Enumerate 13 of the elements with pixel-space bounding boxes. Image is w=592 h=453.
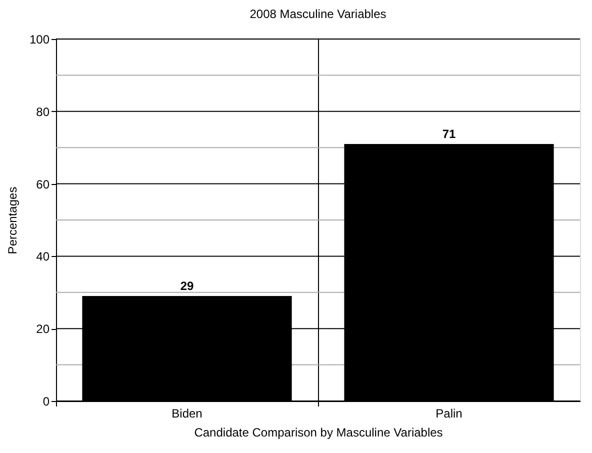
y-tick-label: 100 <box>29 32 50 46</box>
y-tick-label: 40 <box>36 250 50 264</box>
y-axis-title: Percentages <box>5 186 20 254</box>
x-tick-label: Palin <box>436 406 462 420</box>
x-tick-label: Biden <box>172 406 202 420</box>
y-tick-label: 0 <box>42 394 50 408</box>
y-tick-label: 60 <box>36 177 50 192</box>
x-axis-title: Candidate Comparison by Masculine Variables <box>194 426 443 440</box>
y-tick-label: 80 <box>36 104 50 119</box>
chart-title: 2008 Masculine Variables <box>250 7 386 21</box>
y-tick-label: 20 <box>36 322 50 336</box>
data-label: 71 <box>442 126 456 141</box>
data-label: 29 <box>180 279 194 294</box>
